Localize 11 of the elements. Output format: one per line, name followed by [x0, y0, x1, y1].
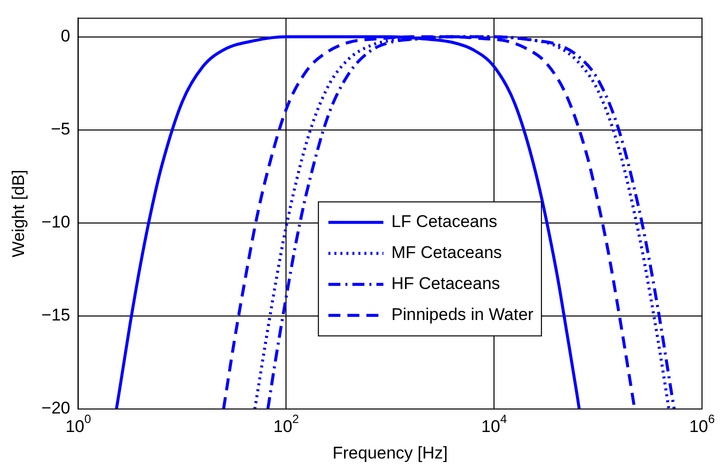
- legend-label: MF Cetaceans: [391, 243, 502, 262]
- y-axis-title: Weight [dB]: [8, 170, 28, 258]
- y-tick-label: −20: [41, 398, 70, 418]
- legend-label: Pinnipeds in Water: [391, 305, 534, 324]
- y-tick-label: −5: [50, 120, 70, 139]
- x-axis-title: Frequency [Hz]: [332, 443, 448, 462]
- legend-label: HF Cetaceans: [391, 274, 500, 294]
- y-tick-label: −10: [41, 212, 70, 232]
- y-tick-label: −15: [41, 306, 70, 325]
- y-tick-label: 0: [60, 26, 70, 46]
- legend-label: LF Cetaceans: [391, 212, 498, 232]
